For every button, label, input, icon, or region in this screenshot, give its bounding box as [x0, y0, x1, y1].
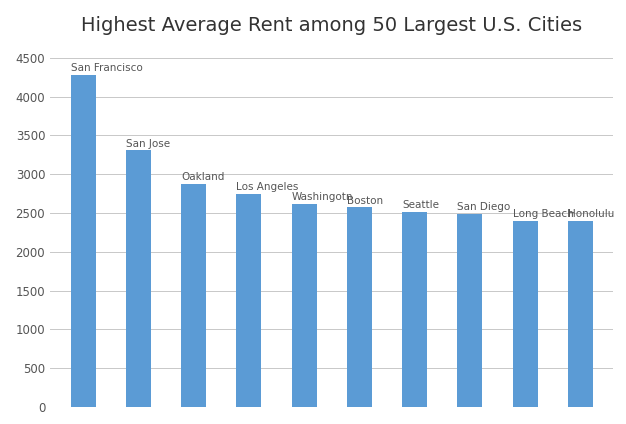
Text: Los Angeles: Los Angeles	[237, 182, 299, 192]
Bar	[403, 212, 427, 407]
Text: San Francisco: San Francisco	[71, 64, 143, 73]
Bar	[458, 214, 482, 407]
Text: Boston: Boston	[347, 196, 383, 206]
Bar	[182, 184, 206, 407]
Bar	[126, 150, 151, 407]
Bar	[568, 221, 593, 407]
Bar	[513, 221, 538, 407]
Text: Washingotn: Washingotn	[292, 192, 353, 202]
Text: Seattle: Seattle	[403, 200, 439, 210]
Text: Oakland: Oakland	[182, 172, 225, 182]
Bar	[237, 194, 262, 407]
Bar	[292, 204, 317, 407]
Text: San Diego: San Diego	[458, 202, 511, 212]
Text: Long Beach: Long Beach	[513, 209, 573, 219]
Text: San Jose: San Jose	[126, 139, 170, 149]
Bar	[347, 207, 372, 407]
Bar	[71, 75, 96, 407]
Text: Honolulu: Honolulu	[568, 209, 614, 219]
Title: Highest Average Rent among 50 Largest U.S. Cities: Highest Average Rent among 50 Largest U.…	[81, 16, 582, 35]
